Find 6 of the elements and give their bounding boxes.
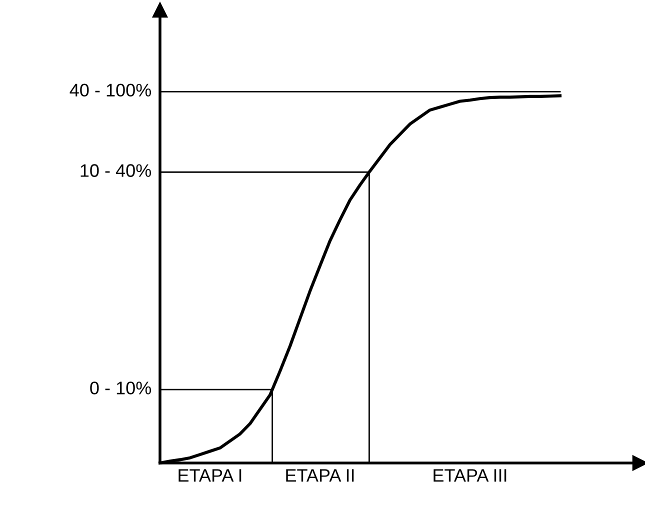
text: 10 - 40%: [80, 164, 152, 177]
text: 0 - 10%: [90, 382, 152, 394]
x-tick-label: ETAPA II: [286, 469, 354, 482]
x-tick-label: ETAPA I: [178, 469, 242, 482]
text: 40 - 100%: [70, 84, 152, 97]
x-tick-label: ETAPA III: [434, 469, 506, 482]
